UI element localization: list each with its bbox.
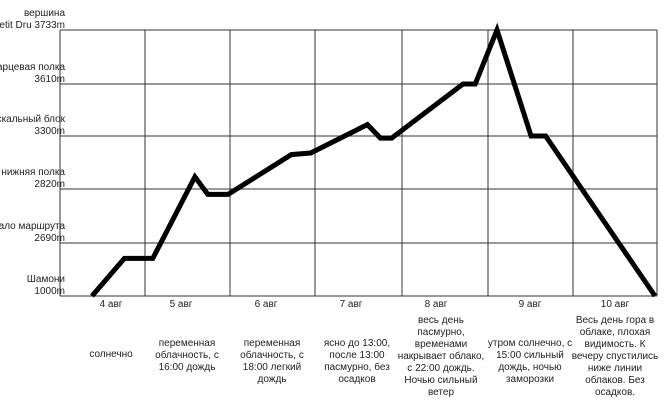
y-tick-label: вершинаPetit Dru 3733m [0, 8, 65, 31]
y-tick-label: скальный блок 3300m [0, 113, 66, 137]
weather-note: переменная облачность, с 16:00 дождь [155, 338, 219, 373]
chart-grid [59, 29, 658, 297]
x-tick-label: 8 авг [425, 299, 448, 310]
x-tick-label: 7 авг [340, 299, 363, 310]
x-tick-label: 4 авг [100, 299, 123, 310]
weather-note: ясно до 13:00, после 13:00 пасмурно, без ос… [324, 338, 390, 385]
weather-note: весь день пасмурно, временами накрывает обл… [398, 315, 485, 398]
y-tick-label: Шамони 1000m [27, 274, 65, 297]
series-line [90, 22, 658, 298]
y-tick-label: нижняя полка 2820m [1, 167, 65, 190]
series-lines [90, 22, 658, 298]
x-axis-labels: 4 авг 5 авг 6 авг 7 авг 8 авг 9 авг 10 авг [100, 299, 630, 310]
x-tick-label: 6 авг [255, 299, 278, 310]
weather-note: переменная облачность, с 18:00 легкий дождь [240, 338, 304, 385]
weather-note: солнечно [89, 349, 133, 360]
weather-note: утром солнечно, с 15:00 сильный дождь, ноч… [488, 338, 572, 385]
x-tick-label: 10 авг [601, 299, 630, 310]
weather-notes: солнечно переменная облачность, с 16:00 дож… [89, 315, 658, 398]
x-tick-label: 9 авг [519, 299, 542, 310]
weather-note: Весь день гора в облаке, плохая видимость.… [572, 315, 659, 398]
x-tick-label: 5 авг [170, 299, 193, 310]
